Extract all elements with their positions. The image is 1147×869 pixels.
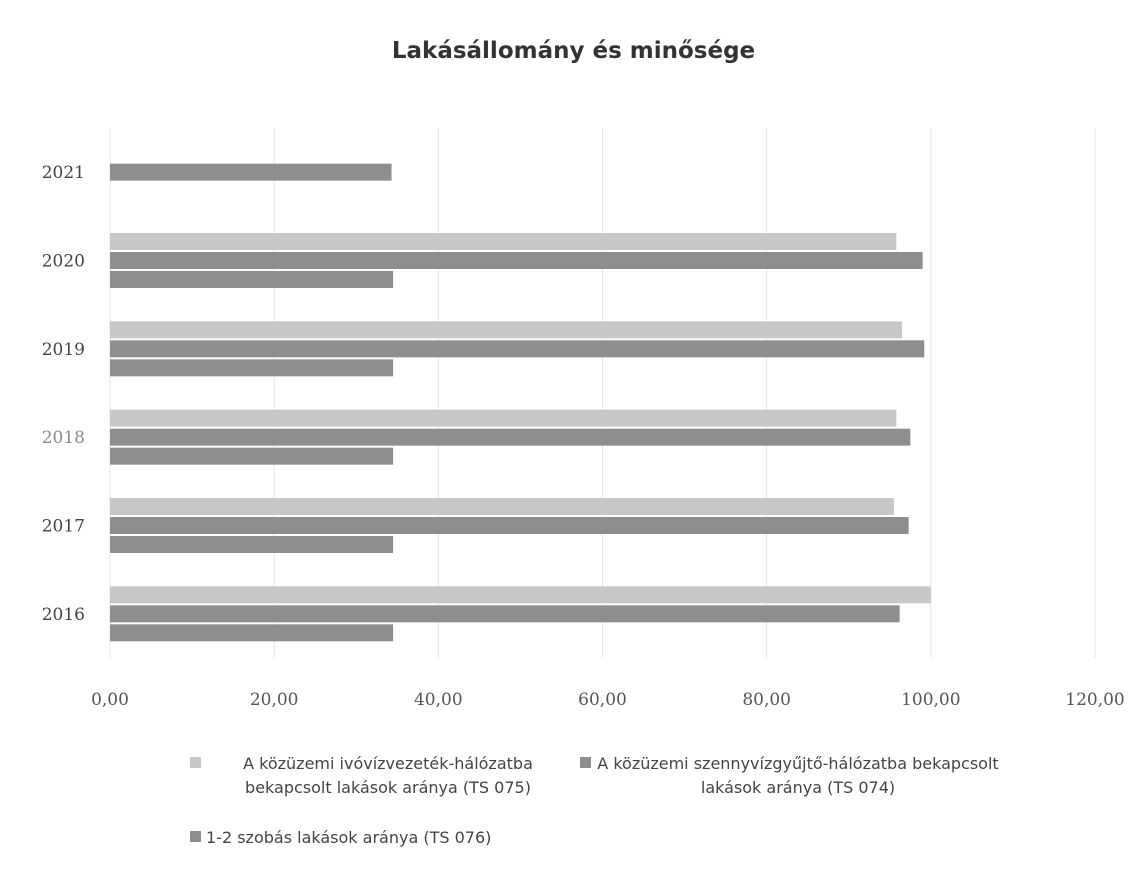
- chart-title: Lakásállomány és minősége: [391, 38, 756, 64]
- bar-2020-series-0: [110, 233, 897, 250]
- bar-2018-series-1: [110, 428, 911, 446]
- bar-2018-series-0: [110, 409, 897, 427]
- bar-2018-series-2: [110, 447, 394, 465]
- bar-2019-series-0: [110, 321, 903, 339]
- legend-item-1-2-room: 1-2 szobás lakások aránya (TS 076): [190, 826, 570, 850]
- legend-swatch: [580, 757, 591, 768]
- bar-2016-series-1: [110, 605, 900, 623]
- legend-label: A közüzemi szennyvízgyűjtő-hálózatba bek…: [597, 754, 999, 797]
- bar-2017-series-1: [110, 517, 909, 534]
- bar-2020-series-2: [110, 271, 394, 288]
- legend-swatch: [190, 757, 201, 768]
- legend-swatch: [190, 831, 201, 842]
- legend-item-sewage: A közüzemi szennyvízgyűjtő-hálózatba bek…: [580, 752, 1000, 800]
- bar-2016-series-2: [110, 624, 394, 642]
- x-tick-label: 120,00: [1065, 690, 1124, 710]
- y-tick-label: 2019: [42, 340, 85, 360]
- bar-2021-series-2: [110, 163, 392, 181]
- x-tick-label: 20,00: [250, 690, 299, 710]
- bar-2017-series-0: [110, 498, 894, 515]
- plot-area: 0,00 20,00 40,00 60,00 80,00 100,00 120,00 2016…: [42, 128, 1125, 710]
- y-tick-label: 2018: [42, 428, 85, 448]
- y-tick-label: 2020: [42, 252, 85, 272]
- y-tick-label: 2016: [42, 605, 85, 625]
- bar-2019-series-1: [110, 340, 925, 358]
- bar-2020-series-1: [110, 252, 923, 269]
- y-tick-label: 2021: [42, 163, 85, 183]
- x-tick-label: 80,00: [742, 690, 791, 710]
- bar-2016-series-0: [110, 586, 931, 604]
- legend-item-drinking-water: A közüzemi ivóvízvezeték-hálózatba bekap…: [190, 752, 570, 800]
- bar-2017-series-2: [110, 536, 394, 553]
- x-tick-label: 0,00: [91, 690, 129, 710]
- legend-label: A közüzemi ivóvízvezeték-hálózatba bekap…: [243, 754, 533, 797]
- x-tick-label: 40,00: [414, 690, 463, 710]
- x-tick-label: 100,00: [901, 690, 960, 710]
- bar-2019-series-2: [110, 359, 394, 377]
- x-tick-label: 60,00: [578, 690, 627, 710]
- y-tick-label: 2017: [42, 517, 85, 537]
- legend-label: 1-2 szobás lakások aránya (TS 076): [206, 828, 492, 847]
